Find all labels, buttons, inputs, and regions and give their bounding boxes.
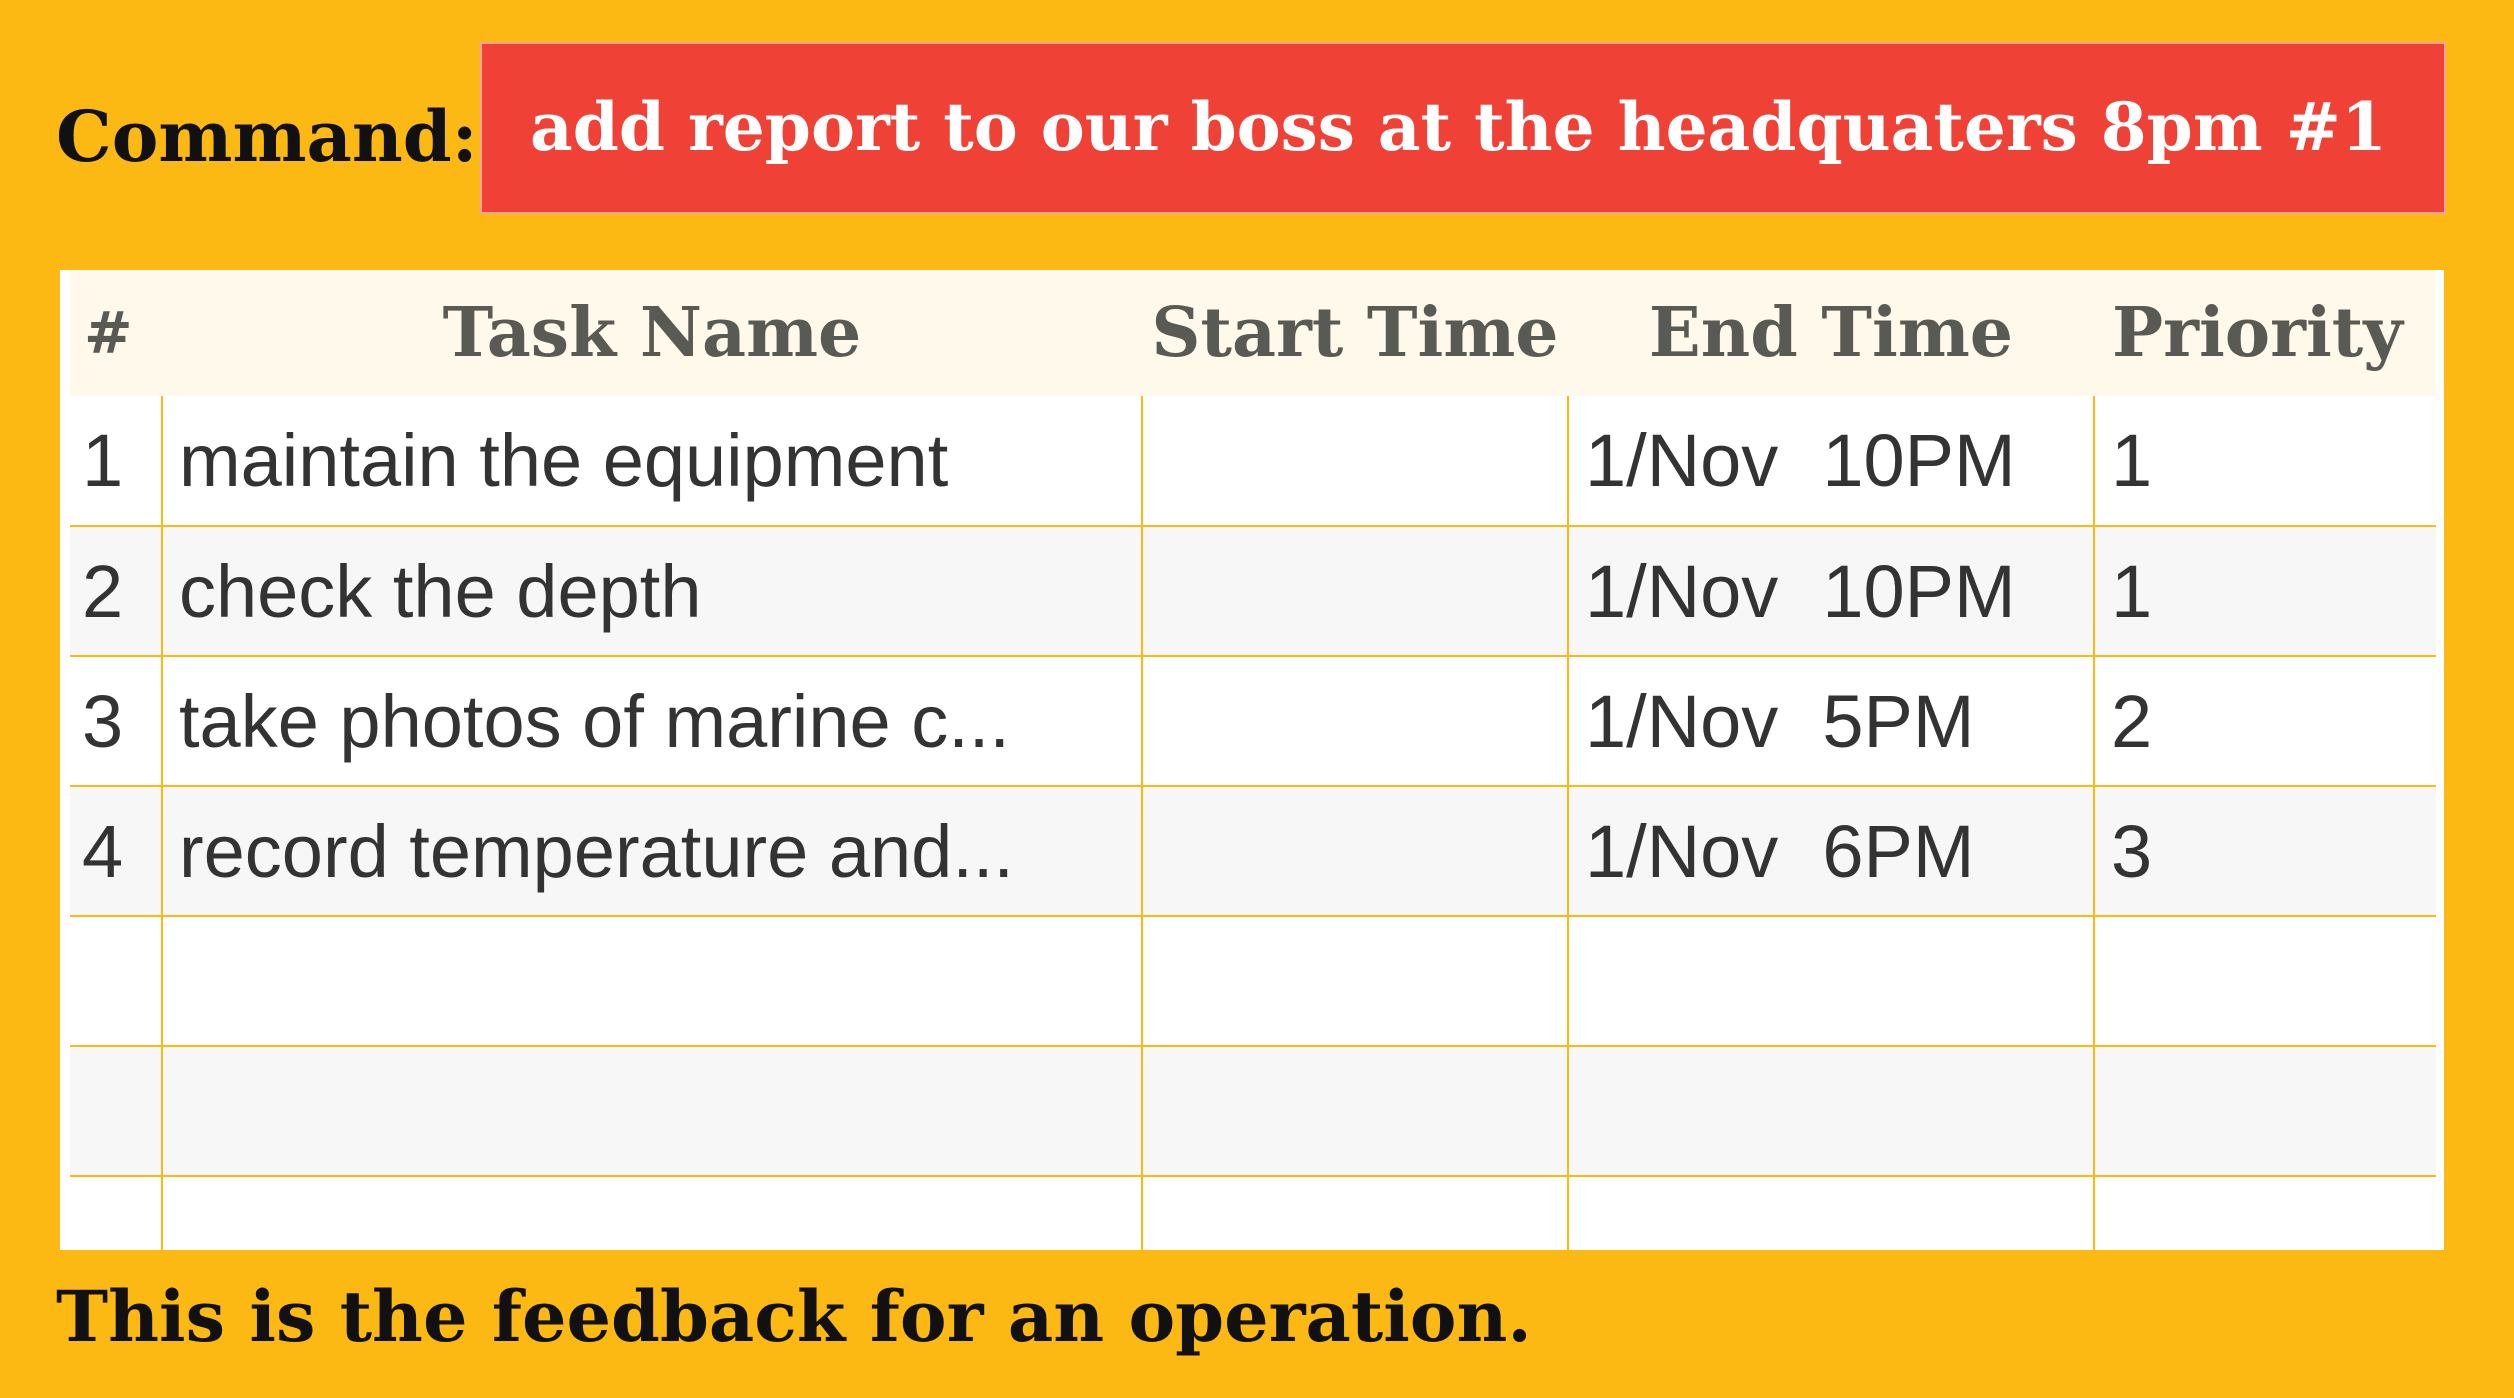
start-time-cell [1141,786,1568,917]
table-row[interactable] [70,1046,2436,1177]
task-number-cell [70,916,162,1047]
task-number-cell: 1 [70,396,162,527]
priority-cell: 2 [2093,656,2436,787]
table-row[interactable]: 2 check the depth 1/Nov 10PM 1 [70,526,2436,657]
priority-cell [2093,1176,2436,1250]
priority-cell: 1 [2093,526,2436,657]
end-time-cell: 1/Nov 5PM [1567,656,2094,787]
table-row[interactable] [70,916,2436,1047]
priority-cell: 3 [2093,786,2436,917]
column-header-number: # [84,299,133,367]
end-time-text: 6PM [1822,809,1975,893]
end-time-cell: 1/Nov 10PM [1567,396,2094,527]
command-input[interactable]: add report to our boss at the headquater… [480,42,2446,214]
task-number-cell [70,1176,162,1250]
priority-cell [2093,1046,2436,1177]
column-header-start-time: Start Time [1151,293,1559,373]
column-header-task-name: Task Name [442,293,862,373]
task-number-cell: 4 [70,786,162,917]
column-header-end-time: End Time [1648,293,2014,373]
task-name-cell [161,1046,1142,1177]
task-name-cell: take photos of marine c... [161,656,1142,787]
end-date-text: 1/Nov [1585,679,1779,763]
column-header-priority: Priority [2112,293,2403,373]
start-time-cell [1141,396,1568,527]
task-number-cell: 2 [70,526,162,657]
start-time-cell [1141,526,1568,657]
command-label: Command: [56,95,478,178]
end-date-text: 1/Nov [1585,549,1779,633]
end-time-cell [1567,1176,2094,1250]
table-row[interactable]: 3 take photos of marine c... 1/Nov 5PM 2 [70,656,2436,787]
table-row[interactable]: 1 maintain the equipment 1/Nov 10PM 1 [70,396,2436,527]
end-date-text: 1/Nov [1585,809,1779,893]
task-table: # Task Name Start Time End Time Priority… [70,270,2436,1250]
end-time-cell [1567,1046,2094,1177]
task-name-cell: record temperature and... [161,786,1142,917]
priority-cell [2093,916,2436,1047]
end-time-text: 5PM [1822,679,1975,763]
table-header-row: # Task Name Start Time End Time Priority [70,270,2436,396]
task-name-cell: check the depth [161,526,1142,657]
start-time-cell [1141,656,1568,787]
task-number-cell: 3 [70,656,162,787]
start-time-cell [1141,1176,1568,1250]
end-time-cell [1567,916,2094,1047]
start-time-cell [1141,1046,1568,1177]
feedback-message: This is the feedback for an operation. [56,1275,1532,1358]
end-date-text: 1/Nov [1585,419,1779,502]
end-time-cell: 1/Nov 6PM [1567,786,2094,917]
start-time-cell [1141,916,1568,1047]
priority-cell: 1 [2093,396,2436,527]
end-time-cell: 1/Nov 10PM [1567,526,2094,657]
task-number-cell [70,1046,162,1177]
task-name-cell: maintain the equipment [161,396,1142,527]
task-name-cell [161,916,1142,1047]
end-time-text: 10PM [1822,419,2016,502]
task-name-cell [161,1176,1142,1250]
table-row[interactable]: 4 record temperature and... 1/Nov 6PM 3 [70,786,2436,917]
end-time-text: 10PM [1822,549,2016,633]
table-row[interactable] [70,1176,2436,1250]
task-table-panel: # Task Name Start Time End Time Priority… [60,270,2444,1250]
